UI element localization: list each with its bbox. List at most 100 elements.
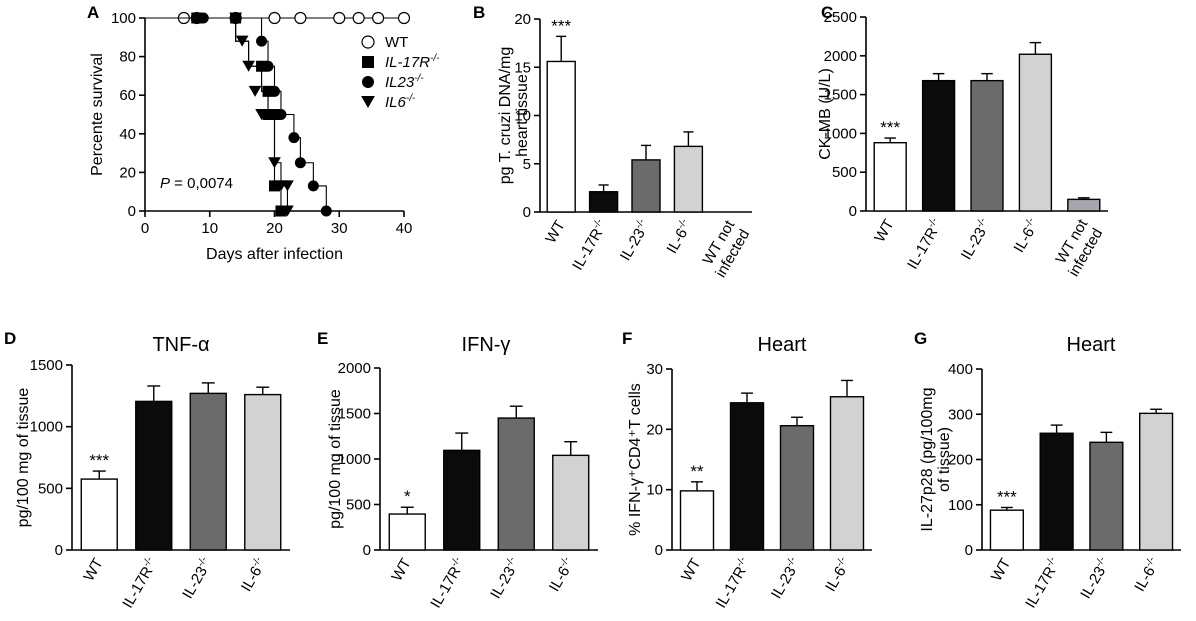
y-axis-title: Percente survival xyxy=(89,53,106,176)
legend-marker xyxy=(362,76,374,88)
y-axis-title: IL-27p28 (pg/100mg xyxy=(919,387,936,531)
x-category-label: IL-17R-/- xyxy=(1021,555,1064,611)
bar-il-23 xyxy=(779,425,815,551)
y-tick-label: 500 xyxy=(832,164,857,181)
y-tick-label: 1000 xyxy=(824,125,857,142)
y-tick-label: 5 xyxy=(523,156,531,173)
survival-point xyxy=(268,157,281,169)
legend-superscript: -/- xyxy=(430,53,440,64)
legend-name: IL-17R xyxy=(385,54,430,71)
survival-point xyxy=(235,35,249,47)
bar-il-17r xyxy=(588,191,619,213)
significance-marker: *** xyxy=(880,118,900,137)
y-axis-title: of tissue) xyxy=(936,427,953,492)
y-tick-label: 0 xyxy=(55,542,63,559)
survival-point xyxy=(242,60,255,72)
y-tick-label: 1500 xyxy=(338,406,371,423)
bar-wt xyxy=(80,478,118,551)
panel-f-heart-ifn-cd4-chart: F 0 10 20 30 ** WT IL-17R-/- IL-23-/- IL-6-/- % IF… xyxy=(622,329,872,611)
y-tick-label: 0 xyxy=(363,542,371,559)
y-axis-title: CK-MB (U/L) xyxy=(817,68,834,160)
survival-point xyxy=(275,205,287,217)
category-base: WT xyxy=(678,556,704,585)
bar-il-6 xyxy=(1018,53,1053,212)
y-tick-label: 0 xyxy=(655,542,663,559)
x-category-label: WT xyxy=(678,556,704,585)
category-base: IL-23 xyxy=(958,225,990,263)
category-base: IL-23 xyxy=(487,564,519,602)
series-il-6 xyxy=(145,12,294,217)
significance-marker: * xyxy=(404,487,411,506)
survival-point xyxy=(269,85,280,97)
x-category-label: WT xyxy=(80,556,106,585)
y-axis-title: % IFN-γ⁺CD4⁺T cells xyxy=(627,383,644,536)
category-base: IL-6 xyxy=(822,564,850,595)
panel-letter: E xyxy=(317,329,328,348)
panel-letter: D xyxy=(4,329,16,348)
x-category-label: IL-23-/- xyxy=(616,217,653,264)
significance-marker: *** xyxy=(89,451,109,470)
survival-point xyxy=(288,132,300,144)
legend-label: IL-17R-/- xyxy=(385,53,440,71)
category-base: WT xyxy=(871,217,897,246)
y-tick-label: 15 xyxy=(514,59,531,76)
panel-g-heart-il27-chart: G 0 100 200 300 400 *** WT IL-17R-/- IL-23-/- IL-6… xyxy=(914,329,1181,611)
y-tick-label: 30 xyxy=(646,361,663,378)
x-category-label: IL-23-/- xyxy=(1076,555,1113,602)
p-value-annotation: P = 0,0074 xyxy=(160,175,233,192)
y-tick-label: 2000 xyxy=(338,360,371,377)
legend-name: WT xyxy=(385,34,408,51)
category-base: IL-23 xyxy=(768,564,800,602)
category-base: IL-17R xyxy=(119,564,156,612)
y-axis-title: pg/100 mg of tissue xyxy=(327,389,344,529)
bar-wt xyxy=(873,142,907,212)
category-base: IL-6 xyxy=(546,564,574,595)
x-category-label: IL-23-/- xyxy=(767,555,804,602)
category-base: IL-6 xyxy=(238,564,266,595)
survival-point xyxy=(281,205,294,217)
bar-il-6 xyxy=(1139,412,1174,551)
category-base: IL-6 xyxy=(1131,564,1159,595)
survival-point xyxy=(268,11,281,25)
x-category-label: IL-23-/- xyxy=(486,555,523,602)
y-tick-label: 0 xyxy=(965,542,973,559)
x-category-label: IL-6-/- xyxy=(1130,555,1163,595)
y-tick-label: 0 xyxy=(849,203,857,220)
x-category-label: WT xyxy=(388,556,414,585)
legend-name: IL6 xyxy=(385,94,407,111)
panel-letter: F xyxy=(622,329,632,348)
x-category-label: IL-6-/- xyxy=(545,555,578,595)
panel-title: Heart xyxy=(1067,334,1116,356)
y-tick-label: 10 xyxy=(514,108,531,125)
bar-wt xyxy=(679,490,715,551)
y-tick-label: 2000 xyxy=(824,48,857,65)
panel-letter: A xyxy=(87,3,99,22)
survival-point xyxy=(281,180,294,192)
p-value-text: = 0,0074 xyxy=(170,175,233,192)
panel-letter: G xyxy=(914,329,927,348)
category-base: IL-6 xyxy=(1010,225,1038,256)
bar-il-17r xyxy=(1039,432,1074,551)
x-category-label: IL-6-/- xyxy=(821,555,854,595)
survival-point xyxy=(275,109,287,120)
category-base: WT xyxy=(542,218,568,247)
category-base: IL-23 xyxy=(1077,564,1109,602)
p-value-symbol: P xyxy=(160,175,170,192)
y-tick-label: 20 xyxy=(514,11,531,28)
category-base: IL-23 xyxy=(179,564,211,602)
x-category-label: IL-17R-/- xyxy=(903,216,946,272)
legend-superscript: -/- xyxy=(406,93,416,104)
y-tick-label: 400 xyxy=(948,361,973,378)
x-tick-label: 0 xyxy=(141,220,149,237)
panel-c-ckmb-chart: C 0 500 1000 1500 2000 2500 *** WT IL-17R-/- IL-23… xyxy=(817,3,1108,280)
y-tick-label: 80 xyxy=(119,49,136,66)
legend-label: IL6-/- xyxy=(385,93,416,111)
bar-il-6 xyxy=(552,454,590,551)
bar-wt xyxy=(989,509,1024,551)
y-tick-label: 10 xyxy=(646,482,663,499)
bar-il-23 xyxy=(970,79,1004,212)
y-tick-label: 500 xyxy=(38,480,63,497)
category-base: IL-17R xyxy=(1022,564,1059,612)
survival-point xyxy=(320,205,332,217)
